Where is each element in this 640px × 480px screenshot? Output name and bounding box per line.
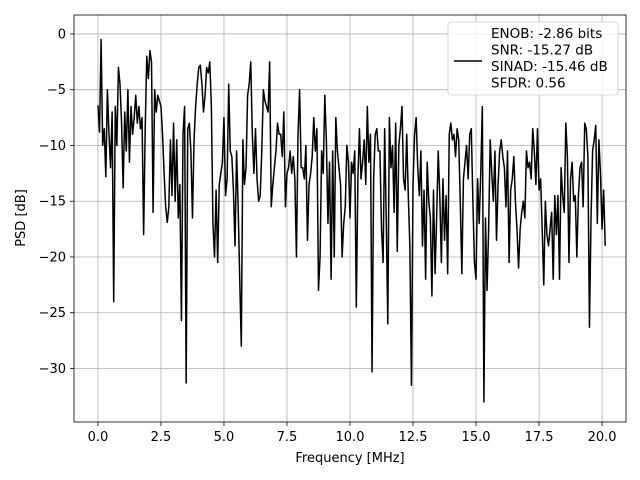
x-tick-label: 15.0 [462,430,491,445]
y-tick-label: −25 [39,306,66,321]
legend-entry-sinad: SINAD: -15.46 dB [491,59,608,75]
psd-series-line [97,38,606,403]
y-tick-label: −10 [39,139,66,154]
legend-entry-snr: SNR: -15.27 dB [491,43,593,59]
x-tick-label: 7.5 [277,430,298,445]
x-tick-label: 17.5 [525,430,554,445]
y-tick-label: −5 [47,83,66,98]
x-tick-label: 12.5 [399,430,428,445]
x-axis-label: Frequency [MHz] [295,451,404,466]
y-tick-label: −30 [39,362,66,377]
x-tick-label: 20.0 [588,430,617,445]
x-tick-label: 5.0 [214,430,235,445]
x-tick-label: 0.0 [88,430,109,445]
tick-labels: 0.0 2.5 5.0 7.5 10.0 12.5 15.0 17.5 20.0 0 −5 −10 −1… [39,27,617,445]
y-tick-label: −20 [39,250,66,265]
axis-ticks [70,33,603,426]
x-tick-label: 10.0 [336,430,365,445]
legend-entry-sfdr: SFDR: 0.56 [491,76,566,92]
x-tick-label: 2.5 [151,430,172,445]
plot-frame [73,14,627,423]
legend-entry-enob: ENOB: -2.86 bits [491,26,602,42]
y-axis-label: PSD [dB] [14,189,29,247]
legend-box [447,21,619,96]
y-tick-label: 0 [58,27,66,42]
y-tick-label: −15 [39,195,66,210]
legend: ENOB: -2.86 bits SNR: -15.27 dB SINAD: -… [447,21,619,96]
